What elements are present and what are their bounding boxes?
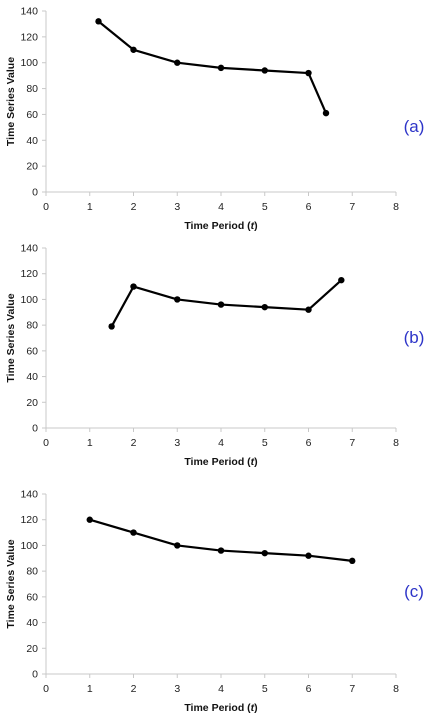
data-point [322,109,330,117]
data-point [261,67,268,74]
y-tick-label: 80 [26,83,38,95]
x-tick-label: 8 [393,437,399,449]
data-point [217,301,225,308]
data-point [349,557,356,565]
y-tick-label: 140 [20,489,38,501]
y-tick-label: 0 [32,187,38,199]
panel-label: (a) [404,117,425,136]
y-axis-title: Time Series Value [5,539,17,628]
y-tick-label: 120 [20,268,38,280]
y-tick-label: 100 [20,57,38,69]
y-axis-title: Time Series Value [5,57,17,146]
data-point [174,59,181,66]
data-point [217,64,225,72]
y-tick-label: 80 [26,566,38,578]
y-tick-label: 60 [26,345,38,357]
chart-panel-3: 0 20 40 60 80 100 120 140 0 1 2 3 4 5 6 7 8 Time Period (… [5,489,424,715]
x-tick-label: 1 [87,437,93,449]
series-line [110,279,343,327]
x-tick-label: 6 [306,437,312,449]
y-tick-label: 100 [20,540,38,552]
data-point [305,306,312,313]
data-point [174,296,181,303]
data-point [130,283,137,290]
x-tick-label: 4 [218,201,224,213]
x-tick-label: 6 [306,683,312,695]
data-point [305,552,312,559]
y-tick-label: 40 [26,371,38,383]
y-tick-label: 140 [20,6,38,18]
y-tick-label: 0 [32,423,38,435]
data-point [261,303,268,311]
x-tick-label: 5 [262,201,268,213]
data-point [130,529,137,536]
x-tick-label: 3 [174,201,180,213]
x-tick-label: 8 [393,201,399,213]
chart-panel-1: 0 20 40 60 80 100 120 140 0 1 2 3 4 5 6 7 8 Time Period (… [5,6,424,233]
y-tick-label: 60 [26,591,38,603]
data-point [108,323,115,330]
x-tick-label: 5 [262,683,268,695]
x-axis-title: Time Period (t) [184,456,257,468]
panel-label: (c) [404,582,424,601]
x-tick-label: 3 [174,683,180,695]
x-tick-label: 0 [43,437,49,449]
y-tick-label: 120 [20,31,38,43]
data-point [95,18,102,25]
panel-label: (b) [404,328,425,347]
x-tick-label: 1 [87,201,93,213]
x-axis-title: Time Period (t) [184,220,257,232]
x-tick-label: 3 [174,437,180,449]
x-tick-label: 4 [218,437,224,449]
series-line [89,518,353,562]
x-tick-label: 0 [43,201,49,213]
x-tick-label: 5 [262,437,268,449]
y-axis-title: Time Series Value [5,293,17,382]
x-tick-label: 1 [87,683,93,695]
series-line [97,20,328,114]
x-tick-label: 4 [218,683,224,695]
y-tick-label: 120 [20,514,38,526]
data-point [217,547,225,554]
data-point [338,276,345,284]
y-tick-label: 80 [26,320,38,332]
x-tick-label: 7 [349,683,355,695]
x-tick-label: 2 [131,201,137,213]
data-point [174,542,181,549]
x-tick-label: 2 [131,683,137,695]
x-tick-label: 7 [349,437,355,449]
y-tick-label: 140 [20,243,38,255]
data-point [261,549,268,557]
y-tick-label: 100 [20,294,38,306]
x-tick-label: 2 [131,437,137,449]
x-tick-label: 7 [349,201,355,213]
x-tick-label: 0 [43,683,49,695]
y-tick-label: 20 [26,643,38,655]
y-tick-label: 0 [32,669,38,681]
y-tick-label: 20 [26,397,38,409]
data-point [305,69,312,77]
y-tick-label: 60 [26,109,38,121]
x-tick-label: 8 [393,683,399,695]
y-tick-label: 40 [26,617,38,629]
y-tick-label: 40 [26,135,38,147]
data-point [130,46,137,53]
chart-panel-2: 0 20 40 60 80 100 120 140 0 1 2 3 4 5 6 7 8 Time Period (… [5,243,424,469]
x-tick-label: 6 [306,201,312,213]
y-tick-label: 20 [26,161,38,173]
data-point [86,516,93,523]
x-axis-title: Time Period (t) [184,702,257,714]
